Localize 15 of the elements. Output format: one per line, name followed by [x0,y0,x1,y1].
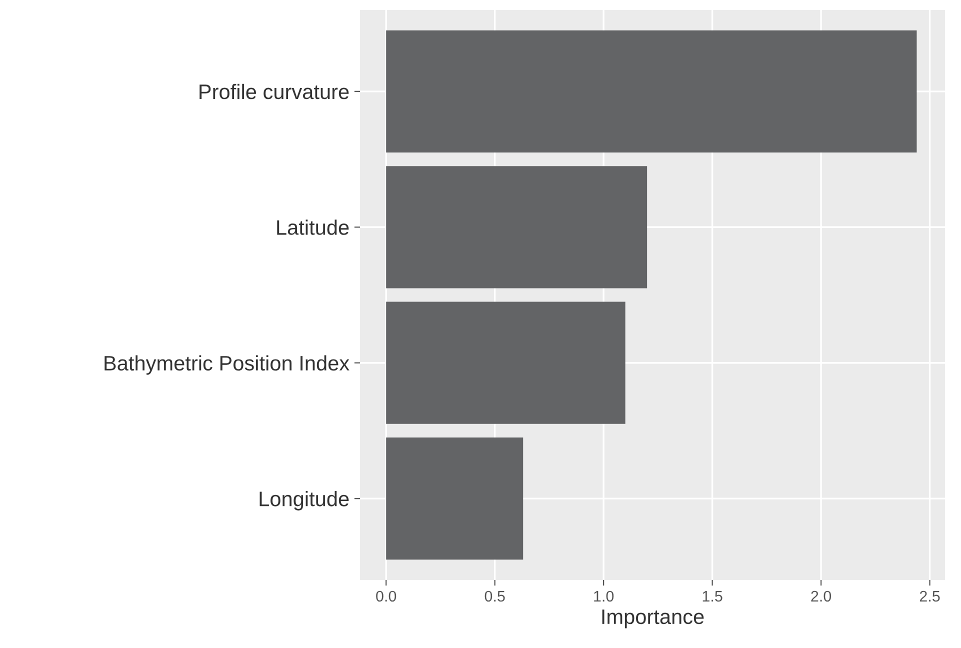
y-tick-label: Bathymetric Position Index [104,355,350,375]
bar [386,166,648,288]
bar [386,438,524,560]
y-tick-label: Profile curvature [200,84,349,100]
bar [386,30,917,152]
x-tick-label: 1.5 [702,590,722,602]
x-tick-label: 0.0 [376,590,396,602]
x-tick-label: 1.0 [594,590,614,602]
y-tick-label: Latitude [277,220,349,235]
x-tick-label: 0.5 [484,590,505,602]
x-axis-title: Importance [602,610,704,628]
x-tick-label: 2.0 [811,590,832,602]
x-tick-label: 2.5 [920,590,940,602]
bar [386,302,626,424]
y-tick-label: Longitude [260,491,349,510]
